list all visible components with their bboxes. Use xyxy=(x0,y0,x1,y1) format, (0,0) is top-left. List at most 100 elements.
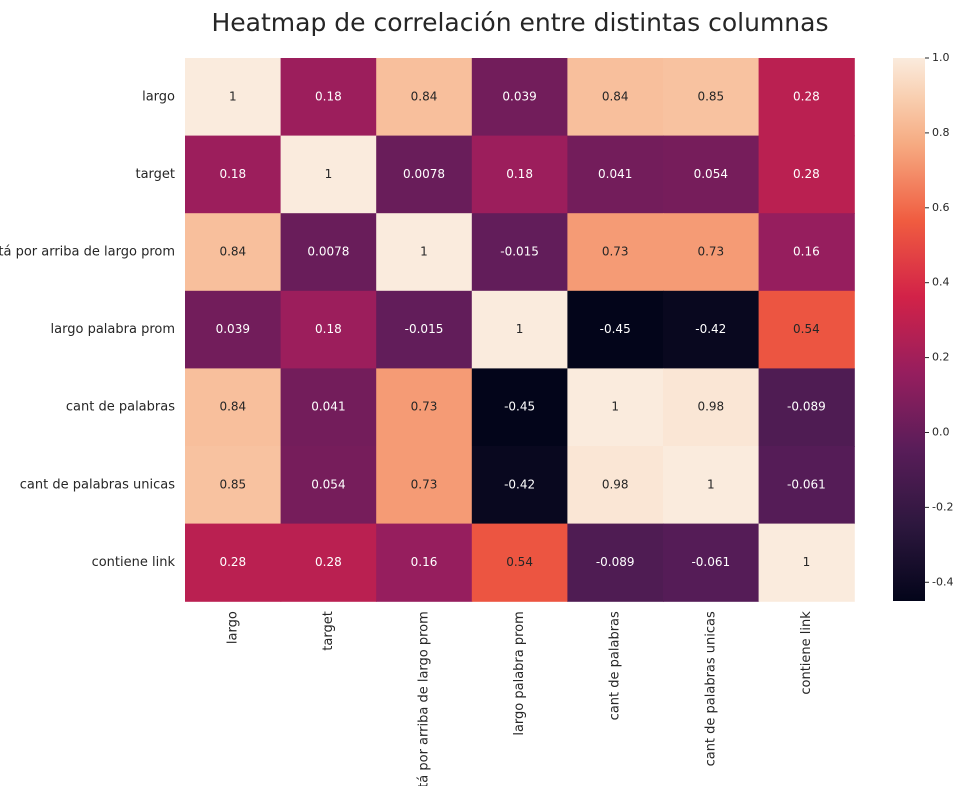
cell-value-label: 0.84 xyxy=(219,245,246,259)
heatmap-cell xyxy=(280,135,377,214)
cell-value-label: 0.84 xyxy=(602,89,629,103)
cell-value-label: 0.85 xyxy=(697,89,724,103)
cell-value-label: 0.18 xyxy=(219,167,246,181)
cell-value-label: 0.73 xyxy=(697,245,724,259)
heatmap-cell xyxy=(376,213,473,292)
cell-value-label: 1 xyxy=(420,245,428,259)
colorbar-tick-label: 0.0 xyxy=(932,425,950,438)
cell-value-label: 0.28 xyxy=(793,167,820,181)
cell-value-label: 0.0078 xyxy=(403,167,445,181)
heatmap-cell xyxy=(758,446,855,525)
cell-value-label: 0.73 xyxy=(411,400,438,414)
cell-value-label: -0.015 xyxy=(405,322,444,336)
colorbar-tick-label: 0.8 xyxy=(932,126,950,139)
cell-value-label: -0.45 xyxy=(600,322,631,336)
column-label: cant de palabras xyxy=(608,611,623,720)
cell-value-label: 0.039 xyxy=(216,322,250,336)
heatmap-cell xyxy=(280,523,377,602)
cell-value-label: -0.45 xyxy=(504,400,535,414)
cell-value-label: 0.18 xyxy=(315,322,342,336)
cell-value-label: 0.98 xyxy=(602,477,629,491)
heatmap-cell xyxy=(376,523,473,602)
heatmap-cell xyxy=(280,446,377,525)
cell-value-label: 1 xyxy=(611,400,619,414)
cell-value-label: 0.84 xyxy=(411,89,438,103)
heatmap-cell xyxy=(471,290,568,369)
cell-value-label: 0.054 xyxy=(694,167,728,181)
colorbar: 1.0 0.8 0.6 0.4 0.2 0.0 -0.2 -0.4 xyxy=(893,51,953,601)
cell-value-label: -0.42 xyxy=(695,322,726,336)
heatmap-cell xyxy=(758,523,855,602)
heatmap-cells: 1 0.18 0.84 0.039 0.84 0.85 0.28 0.18 1 0.0078 0.1… xyxy=(185,58,855,602)
heatmap-cell xyxy=(280,368,377,447)
column-labels: largo target está por arriba de largo prom… xyxy=(225,611,814,786)
column-label: target xyxy=(321,611,336,651)
cell-value-label: -0.061 xyxy=(691,555,730,569)
row-label: contiene link xyxy=(92,555,176,570)
row-label: target xyxy=(135,167,175,182)
heatmap-cell xyxy=(567,446,664,525)
cell-value-label: 0.0078 xyxy=(307,245,349,259)
heatmap-cell xyxy=(185,446,282,525)
column-label: contiene link xyxy=(799,611,814,695)
heatmap-cell xyxy=(663,290,760,369)
heatmap-cell xyxy=(471,58,568,137)
heatmap-cell xyxy=(567,213,664,292)
cell-value-label: 1 xyxy=(803,555,811,569)
row-label: cant de palabras xyxy=(66,400,175,415)
cell-value-label: 0.18 xyxy=(506,167,533,181)
heatmap-cell xyxy=(758,58,855,137)
heatmap-cell xyxy=(663,523,760,602)
cell-value-label: 0.16 xyxy=(793,245,820,259)
cell-value-label: 0.84 xyxy=(219,400,246,414)
heatmap-cell xyxy=(185,213,282,292)
cell-value-label: 0.28 xyxy=(315,555,342,569)
heatmap-cell xyxy=(758,135,855,214)
heatmap-cell xyxy=(185,135,282,214)
cell-value-label: 1 xyxy=(229,89,237,103)
colorbar-gradient xyxy=(893,58,925,601)
column-label: está por arriba de largo prom xyxy=(417,611,432,786)
heatmap-cell xyxy=(280,58,377,137)
heatmap-cell xyxy=(663,446,760,525)
heatmap-cell xyxy=(376,290,473,369)
heatmap-cell xyxy=(280,290,377,369)
heatmap-cell xyxy=(567,290,664,369)
heatmap-cell xyxy=(663,135,760,214)
cell-value-label: -0.42 xyxy=(504,477,535,491)
cell-value-label: 0.041 xyxy=(311,400,345,414)
cell-value-label: 1 xyxy=(516,322,524,336)
heatmap-cell xyxy=(471,213,568,292)
column-label: cant de palabras unicas xyxy=(703,611,718,766)
heatmap-cell xyxy=(758,290,855,369)
colorbar-tick-label: -0.2 xyxy=(932,500,953,513)
heatmap-cell xyxy=(758,213,855,292)
heatmap-cell xyxy=(280,213,377,292)
heatmap-cell xyxy=(471,523,568,602)
heatmap-cell xyxy=(663,213,760,292)
heatmap-cell xyxy=(471,446,568,525)
cell-value-label: 0.18 xyxy=(315,89,342,103)
colorbar-tick-label: 1.0 xyxy=(932,51,950,64)
cell-value-label: -0.089 xyxy=(596,555,635,569)
cell-value-label: 1 xyxy=(325,167,333,181)
cell-value-label: 0.039 xyxy=(502,89,536,103)
heatmap-cell xyxy=(185,290,282,369)
cell-value-label: 0.041 xyxy=(598,167,632,181)
heatmap-cell xyxy=(663,368,760,447)
row-label: está por arriba de largo prom xyxy=(0,245,175,260)
chart-title: Heatmap de correlación entre distintas c… xyxy=(211,8,828,37)
row-label: largo palabra prom xyxy=(51,322,175,337)
cell-value-label: 0.54 xyxy=(793,322,820,336)
cell-value-label: -0.061 xyxy=(787,477,826,491)
heatmap-cell xyxy=(567,368,664,447)
heatmap-cell xyxy=(376,135,473,214)
row-labels: largo target está por arriba de largo prom… xyxy=(0,89,175,570)
cell-value-label: 0.85 xyxy=(219,477,246,491)
cell-value-label: 0.73 xyxy=(602,245,629,259)
cell-value-label: 0.98 xyxy=(697,400,724,414)
cell-value-label: 1 xyxy=(707,477,715,491)
cell-value-label: 0.28 xyxy=(219,555,246,569)
cell-value-label: 0.73 xyxy=(411,477,438,491)
